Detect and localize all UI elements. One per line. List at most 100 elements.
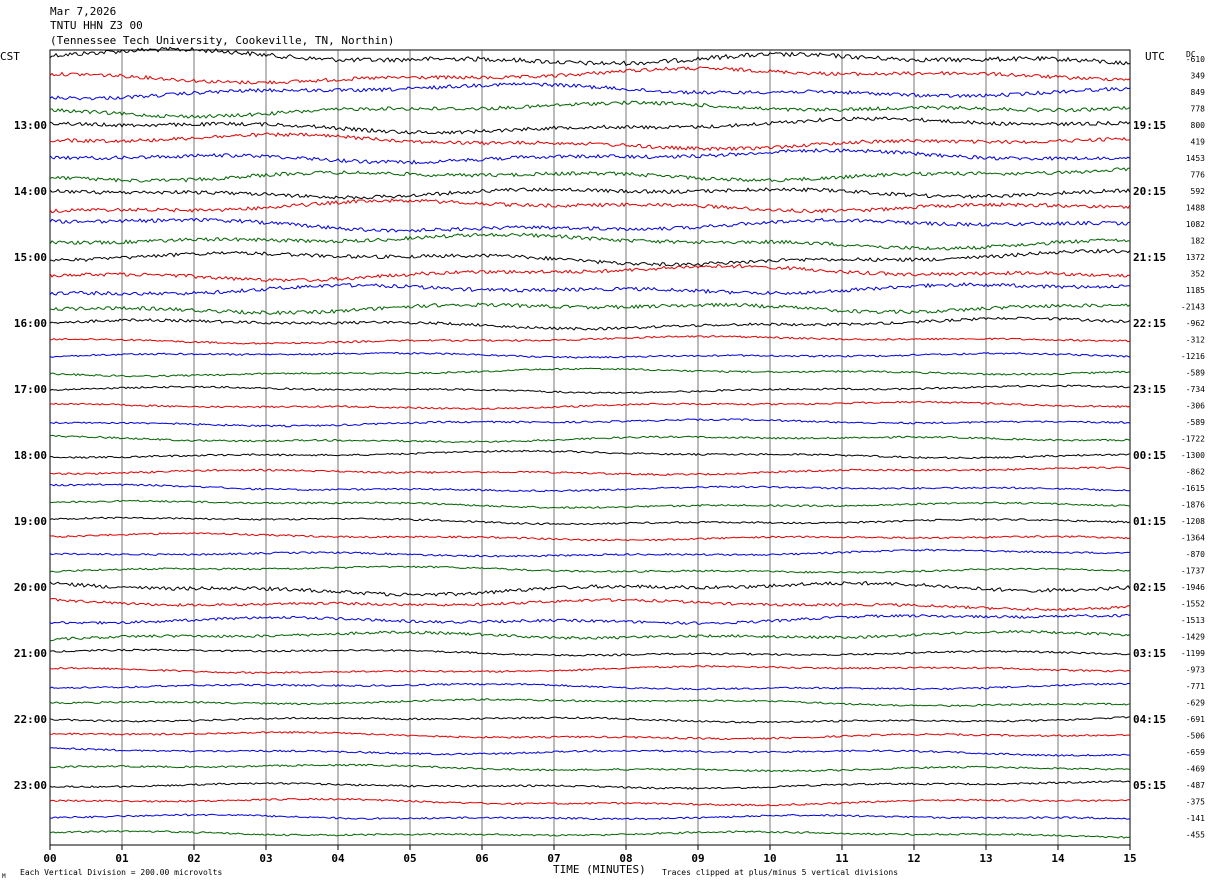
seismic-trace [49,282,1131,296]
right-hour-label: 23:15 [1133,383,1166,396]
dc-offset-label: -1513 [1181,616,1205,625]
dc-offset-label: -506 [1186,732,1205,741]
seismic-trace [49,100,1131,119]
seismic-trace [49,548,1131,558]
dc-offset-label: -589 [1186,369,1205,378]
label-layer: CST UTC DC TIME (MINUTES) Each Vertical … [0,50,1205,880]
dc-offset-label: -862 [1186,468,1205,477]
dc-offset-label: -1737 [1181,567,1205,576]
dc-offset-label: -1208 [1181,517,1205,526]
x-axis-title: TIME (MINUTES) [553,863,646,876]
dc-offset-label: -771 [1186,682,1205,691]
x-tick-label: 08 [619,852,632,865]
dc-offset-label: -1946 [1181,583,1205,592]
seismic-trace [49,316,1131,331]
dc-offset-label: -469 [1186,765,1205,774]
right-hour-label: 04:15 [1133,713,1166,726]
x-tick-label: 06 [475,852,489,865]
seismic-trace [49,780,1131,790]
seismic-trace [49,499,1131,510]
seismic-trace [49,82,1131,101]
dc-offset-label: -1364 [1181,534,1205,543]
seismic-trace [49,232,1131,251]
dc-offset-label: 349 [1191,72,1206,81]
seismic-trace [49,400,1131,411]
dc-offset-label: 1185 [1186,286,1205,295]
right-timezone-label: UTC [1145,50,1165,63]
x-tick-label: 02 [187,852,200,865]
x-tick-label: 04 [331,852,345,865]
right-hour-label: 03:15 [1133,647,1166,660]
dc-offset-label: 849 [1191,88,1206,97]
seismic-trace [49,698,1131,708]
x-tick-label: 05 [403,852,416,865]
seismic-trace [49,418,1131,428]
seismic-trace [49,116,1131,135]
dc-offset-label: -734 [1186,385,1205,394]
dc-offset-label: 1082 [1186,220,1205,229]
x-tick-label: 10 [763,852,776,865]
seismic-trace [49,217,1131,233]
seismic-trace [49,532,1131,542]
seismic-trace [49,335,1131,345]
left-hour-label: 21:00 [14,647,47,660]
left-hour-label: 19:00 [14,515,47,528]
right-hour-label: 20:15 [1133,185,1166,198]
x-tick-label: 03 [259,852,272,865]
dc-offset-label: -1552 [1181,600,1205,609]
seismic-trace [49,466,1131,476]
dc-offset-label: 1488 [1186,204,1205,213]
left-hour-label: 23:00 [14,779,47,792]
right-hour-label: 21:15 [1133,251,1166,264]
x-tick-label: 07 [547,852,560,865]
dc-offset-label: -962 [1186,319,1205,328]
seismic-trace [49,829,1131,839]
seismic-trace [49,46,1131,67]
dc-offset-label: -1429 [1181,633,1205,642]
dc-offset-label: 592 [1191,187,1206,196]
footnote-clip: Traces clipped at plus/minus 5 vertical … [662,868,898,877]
dc-offset-label: -141 [1186,814,1205,823]
dc-offset-label: 776 [1191,171,1206,180]
left-hour-label: 15:00 [14,251,47,264]
dc-offset-label: 778 [1191,105,1206,114]
right-hour-label: 22:15 [1133,317,1166,330]
seismic-trace [49,613,1131,625]
dc-offset-label: 182 [1191,237,1206,246]
seismic-trace [49,198,1131,214]
seismic-trace [49,384,1131,395]
seismic-trace [49,716,1131,724]
seismic-trace [49,797,1131,807]
left-hour-label: 13:00 [14,119,47,132]
seismic-trace [49,187,1131,200]
right-hour-label: 02:15 [1133,581,1166,594]
seismic-trace [49,648,1131,657]
station-label: TNTU HHN Z3 00 [50,19,143,32]
dc-offset-label: 419 [1191,138,1206,147]
seismic-trace [49,483,1130,493]
seismic-trace [49,665,1131,675]
seismic-trace [49,367,1131,378]
left-hour-label: 14:00 [14,185,47,198]
left-hour-label: 18:00 [14,449,47,462]
dc-offset-label: -691 [1186,715,1205,724]
right-hour-label: 05:15 [1133,779,1166,792]
seismic-trace [49,730,1131,741]
trace-layer [49,46,1131,839]
date-label: Mar 7,2026 [50,5,117,18]
x-tick-label: 11 [835,852,849,865]
seismic-trace [49,813,1131,821]
seismic-trace [49,248,1131,268]
seismic-trace [49,763,1131,773]
dc-offset-label: -455 [1186,831,1205,840]
right-hour-label: 00:15 [1133,449,1166,462]
x-tick-label: 12 [907,852,920,865]
dc-offset-label: -870 [1186,550,1205,559]
seismic-trace [49,597,1131,612]
left-hour-label: 16:00 [14,317,47,330]
seismic-trace [49,66,1131,85]
footnote-division: Each Vertical Division = 200.00 microvol… [20,868,222,877]
seismic-trace [49,449,1131,460]
seismic-trace [49,132,1131,152]
x-tick-label: 09 [691,852,704,865]
